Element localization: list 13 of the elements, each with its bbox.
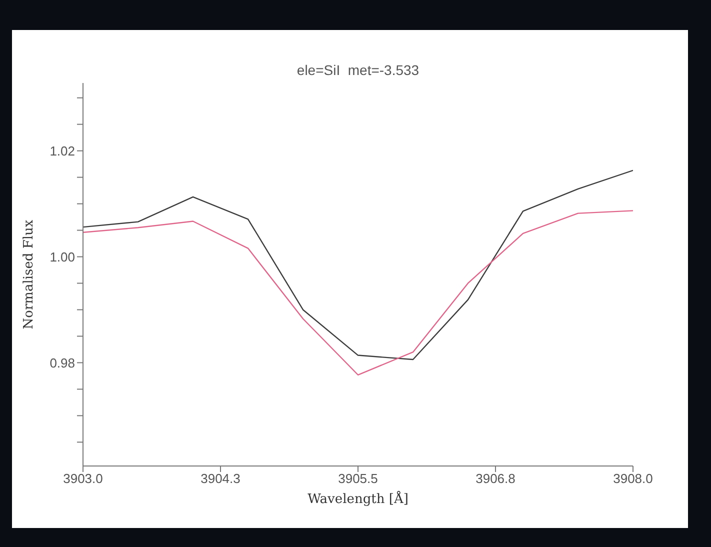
- x-axis-title: Wavelength [Å]: [308, 490, 408, 507]
- x-tick-label: 3904.3: [200, 471, 240, 486]
- x-tick-label: 3905.5: [338, 471, 378, 486]
- y-tick-label: 0.98: [50, 355, 75, 370]
- x-tick-label: 3908.0: [613, 471, 653, 486]
- line-series: [83, 210, 633, 376]
- y-tick-label: 1.02: [50, 143, 75, 158]
- y-tick-label: 1.00: [50, 249, 75, 264]
- x-tick-label: 3903.0: [63, 471, 103, 486]
- chart-title: ele=SiI met=-3.533: [296, 62, 420, 78]
- line-series: [83, 170, 633, 360]
- y-axis-title: Normalised Flux: [22, 219, 37, 330]
- x-tick-label: 3906.8: [476, 471, 516, 486]
